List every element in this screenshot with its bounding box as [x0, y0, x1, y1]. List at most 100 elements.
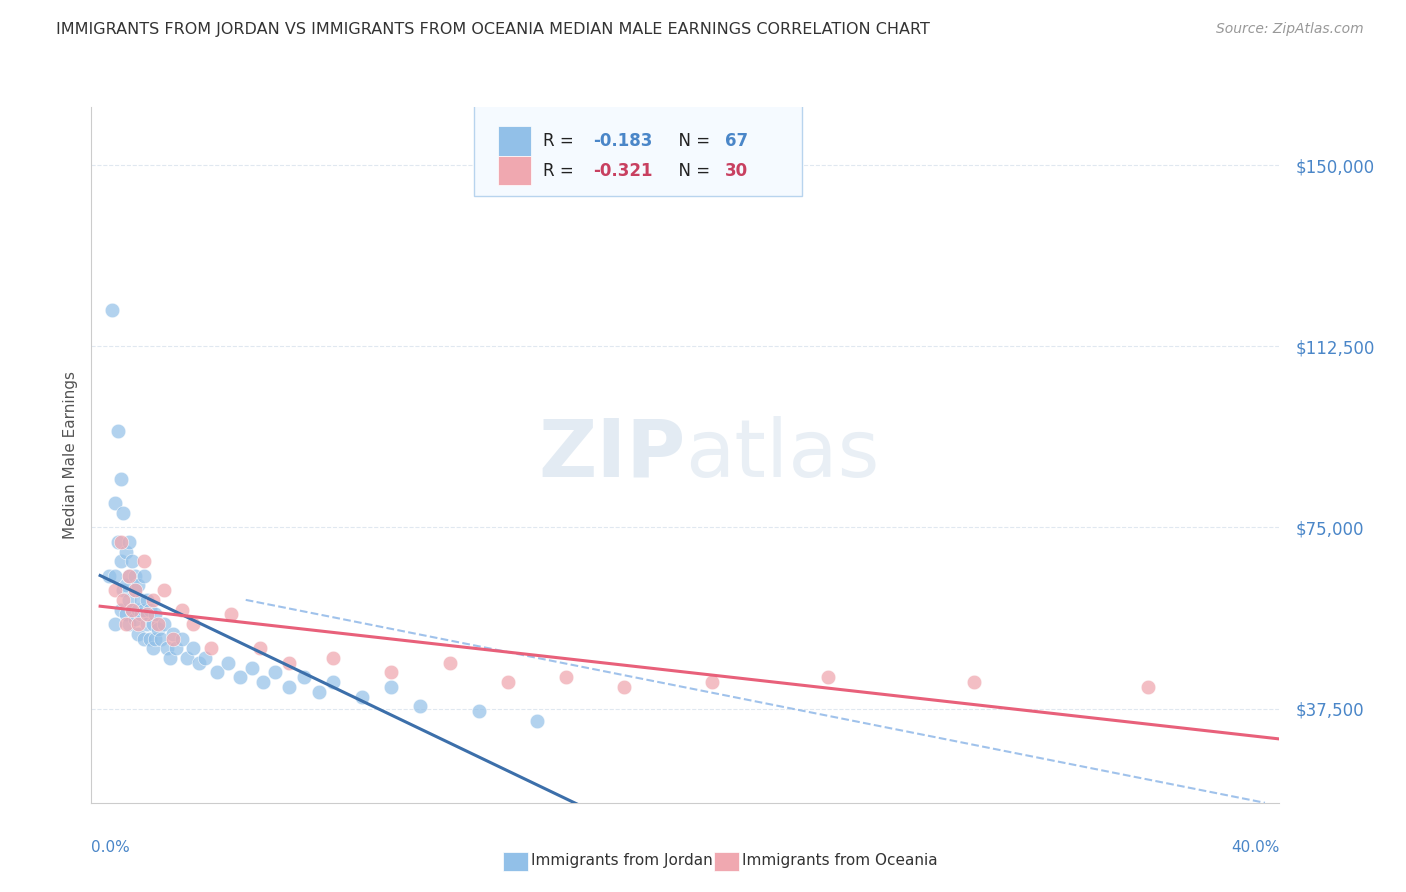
Point	[409, 699, 432, 714]
Point	[127, 602, 149, 616]
Point	[153, 583, 176, 598]
Point	[138, 632, 160, 646]
Point	[132, 602, 155, 616]
Text: Source: ZipAtlas.com: Source: ZipAtlas.com	[1216, 22, 1364, 37]
Point	[121, 602, 143, 616]
Point	[278, 680, 301, 694]
Point	[205, 665, 228, 680]
Point	[127, 626, 149, 640]
Point	[124, 568, 146, 582]
Point	[352, 690, 374, 704]
Point	[219, 607, 242, 622]
Point	[322, 651, 344, 665]
Point	[138, 602, 160, 616]
Point	[132, 632, 155, 646]
Point	[121, 602, 143, 616]
Text: R =: R =	[543, 132, 579, 150]
Point	[112, 583, 135, 598]
Point	[145, 607, 167, 622]
Point	[118, 592, 141, 607]
Point	[110, 554, 132, 568]
Point	[148, 617, 170, 632]
Point	[170, 602, 193, 616]
Point	[127, 617, 149, 632]
Text: atlas: atlas	[685, 416, 880, 494]
Text: 67: 67	[724, 132, 748, 150]
Text: Immigrants from Oceania: Immigrants from Oceania	[742, 854, 938, 868]
Point	[156, 641, 179, 656]
Point	[292, 670, 315, 684]
Text: N =: N =	[668, 161, 716, 179]
Point	[104, 617, 127, 632]
Text: 40.0%: 40.0%	[1232, 840, 1279, 855]
Text: R =: R =	[543, 161, 579, 179]
Point	[115, 607, 138, 622]
Point	[613, 680, 636, 694]
Point	[118, 568, 141, 582]
Point	[115, 578, 138, 592]
Point	[135, 617, 157, 632]
Point	[526, 714, 548, 728]
Point	[308, 684, 330, 698]
Point	[150, 632, 173, 646]
Point	[249, 641, 271, 656]
Point	[104, 496, 127, 510]
Point	[118, 617, 141, 632]
Point	[132, 568, 155, 582]
Point	[135, 607, 157, 622]
Point	[104, 568, 127, 582]
Text: IMMIGRANTS FROM JORDAN VS IMMIGRANTS FROM OCEANIA MEDIAN MALE EARNINGS CORRELATI: IMMIGRANTS FROM JORDAN VS IMMIGRANTS FRO…	[56, 22, 931, 37]
Point	[107, 534, 129, 549]
Point	[100, 303, 122, 318]
Y-axis label: Median Male Earnings: Median Male Earnings	[62, 371, 77, 539]
Point	[467, 704, 489, 718]
Point	[181, 641, 204, 656]
Point	[963, 675, 986, 690]
Point	[165, 641, 187, 656]
Point	[112, 592, 135, 607]
Point	[107, 424, 129, 438]
Point	[162, 626, 184, 640]
Point	[129, 607, 152, 622]
Point	[110, 602, 132, 616]
Point	[555, 670, 578, 684]
Point	[118, 534, 141, 549]
Text: Immigrants from Jordan: Immigrants from Jordan	[530, 854, 713, 868]
Point	[1137, 680, 1160, 694]
Point	[104, 583, 127, 598]
Point	[110, 472, 132, 486]
Point	[121, 554, 143, 568]
Point	[162, 632, 184, 646]
Point	[700, 675, 723, 690]
Point	[181, 617, 204, 632]
Point	[252, 675, 274, 690]
Point	[124, 612, 146, 626]
Text: 30: 30	[724, 161, 748, 179]
Point	[817, 670, 839, 684]
Point	[115, 617, 138, 632]
Point	[240, 660, 263, 674]
Point	[124, 583, 146, 598]
Point	[118, 568, 141, 582]
Point	[322, 675, 344, 690]
Point	[194, 651, 217, 665]
Text: N =: N =	[668, 132, 716, 150]
Point	[145, 632, 167, 646]
FancyBboxPatch shape	[498, 156, 531, 186]
Point	[153, 617, 176, 632]
Point	[278, 656, 301, 670]
Point	[188, 656, 211, 670]
Point	[127, 578, 149, 592]
Point	[135, 592, 157, 607]
FancyBboxPatch shape	[474, 105, 801, 196]
Point	[170, 632, 193, 646]
Point	[380, 665, 402, 680]
Point	[141, 592, 163, 607]
Text: -0.183: -0.183	[593, 132, 652, 150]
Point	[97, 568, 120, 582]
FancyBboxPatch shape	[498, 127, 531, 155]
Point	[110, 534, 132, 549]
Point	[380, 680, 402, 694]
Point	[132, 554, 155, 568]
Point	[115, 544, 138, 558]
